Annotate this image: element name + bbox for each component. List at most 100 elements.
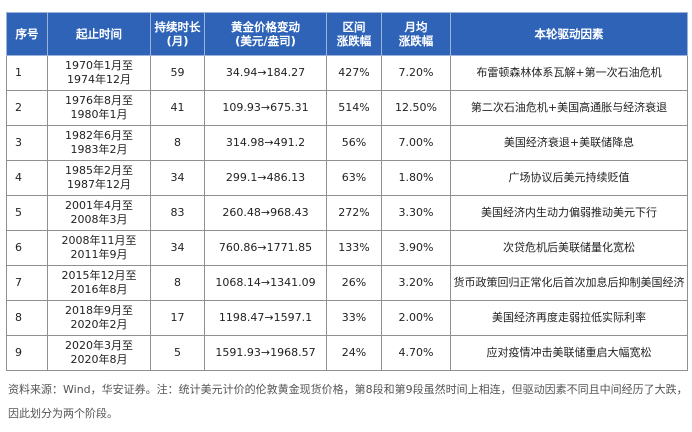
- row-driver: 第二次石油危机+美国高通胀与经济衰退: [450, 90, 688, 126]
- period-start: 2018年9月至: [65, 304, 133, 317]
- table-row: 5 2001年4月至 2008年3月 83 260.48→968.43 272% …: [6, 195, 688, 231]
- row-range: 56%: [326, 125, 382, 161]
- row-months: 41: [150, 90, 205, 126]
- row-period: 1970年1月至 1974年12月: [47, 55, 151, 91]
- row-index: 4: [6, 160, 48, 196]
- row-period: 1982年6月至 1983年2月: [47, 125, 151, 161]
- row-monthly: 7.00%: [381, 125, 451, 161]
- row-price: 34.94→184.27: [204, 55, 327, 91]
- row-range: 33%: [326, 300, 382, 336]
- period-end: 2011年9月: [70, 248, 128, 261]
- period-end: 2020年2月: [70, 318, 128, 331]
- table-row: 4 1985年2月至 1987年12月 34 299.1→486.13 63% 1…: [6, 160, 688, 196]
- row-range: 272%: [326, 195, 382, 231]
- row-index: 1: [6, 55, 48, 91]
- row-range: 63%: [326, 160, 382, 196]
- row-monthly: 3.90%: [381, 230, 451, 266]
- period-start: 2015年12月至: [61, 269, 137, 282]
- row-index: 9: [6, 335, 48, 371]
- row-months: 8: [150, 265, 205, 301]
- period-start: 1985年2月至: [65, 164, 133, 177]
- row-months: 8: [150, 125, 205, 161]
- row-driver: 货币政策回归正常化后首次加息后抑制美国经济: [450, 265, 688, 301]
- period-start: 2020年3月至: [65, 339, 133, 352]
- row-months: 34: [150, 160, 205, 196]
- period-end: 2008年3月: [70, 213, 128, 226]
- period-end: 1980年1月: [70, 108, 128, 121]
- row-period: 2015年12月至 2016年8月: [47, 265, 151, 301]
- table-row: 2 1976年8月至 1980年1月 41 109.93→675.31 514% …: [6, 90, 688, 126]
- row-range: 427%: [326, 55, 382, 91]
- row-price: 260.48→968.43: [204, 195, 327, 231]
- row-monthly: 12.50%: [381, 90, 451, 126]
- row-period: 1976年8月至 1980年1月: [47, 90, 151, 126]
- header-cell-period: 起止时间: [47, 12, 151, 56]
- source-note: 资料来源：Wind，华安证券。注：统计美元计价的伦敦黄金现货价格，第8段和第9段…: [8, 383, 688, 420]
- table-row: 8 2018年9月至 2020年2月 17 1198.47→1597.1 33% …: [6, 300, 688, 336]
- row-monthly: 3.20%: [381, 265, 451, 301]
- row-monthly: 1.80%: [381, 160, 451, 196]
- period-start: 2001年4月至: [65, 199, 133, 212]
- table-row: 3 1982年6月至 1983年2月 8 314.98→491.2 56% 7.0…: [6, 125, 688, 161]
- row-price: 314.98→491.2: [204, 125, 327, 161]
- row-monthly: 7.20%: [381, 55, 451, 91]
- row-price: 1068.14→1341.09: [204, 265, 327, 301]
- period-start: 2008年11月至: [61, 234, 137, 247]
- header-cell-price-change: 黄金价格变动 (美元/盎司): [204, 12, 327, 56]
- table-row: 9 2020年3月至 2020年8月 5 1591.93→1968.57 24% …: [6, 335, 688, 371]
- row-index: 3: [6, 125, 48, 161]
- row-months: 83: [150, 195, 205, 231]
- period-end: 1983年2月: [70, 143, 128, 156]
- row-months: 34: [150, 230, 205, 266]
- row-period: 2020年3月至 2020年8月: [47, 335, 151, 371]
- row-period: 2001年4月至 2008年3月: [47, 195, 151, 231]
- row-driver: 布雷顿森林体系瓦解+第一次石油危机: [450, 55, 688, 91]
- row-period: 2018年9月至 2020年2月: [47, 300, 151, 336]
- row-range: 26%: [326, 265, 382, 301]
- header-row: 序号 起止时间 持续时长 (月) 黄金价格变动 (美元/盎司) 区间 涨跌幅 月均 涨跌…: [6, 12, 688, 56]
- row-range: 514%: [326, 90, 382, 126]
- header-cell-driver: 本轮驱动因素: [450, 12, 688, 56]
- row-index: 6: [6, 230, 48, 266]
- row-monthly: 4.70%: [381, 335, 451, 371]
- header-cell-monthly-change: 月均 涨跌幅: [381, 12, 451, 56]
- header-cell-duration: 持续时长 (月): [150, 12, 205, 56]
- row-price: 299.1→486.13: [204, 160, 327, 196]
- row-index: 7: [6, 265, 48, 301]
- table-row: 1 1970年1月至 1974年12月 59 34.94→184.27 427% …: [6, 55, 688, 91]
- row-price: 760.86→1771.85: [204, 230, 327, 266]
- period-start: 1970年1月至: [65, 59, 133, 72]
- period-start: 1982年6月至: [65, 129, 133, 142]
- period-end: 1987年12月: [67, 178, 131, 191]
- row-index: 8: [6, 300, 48, 336]
- table-row: 6 2008年11月至 2011年9月 34 760.86→1771.85 133…: [6, 230, 688, 266]
- row-price: 1591.93→1968.57: [204, 335, 327, 371]
- row-price: 109.93→675.31: [204, 90, 327, 126]
- period-end: 2016年8月: [70, 283, 128, 296]
- row-driver: 美国经济衰退+美联储降息: [450, 125, 688, 161]
- row-driver: 美国经济内生动力偏弱推动美元下行: [450, 195, 688, 231]
- row-index: 2: [6, 90, 48, 126]
- row-monthly: 3.30%: [381, 195, 451, 231]
- row-monthly: 2.00%: [381, 300, 451, 336]
- row-driver: 次贷危机后美联储量化宽松: [450, 230, 688, 266]
- row-months: 59: [150, 55, 205, 91]
- row-price: 1198.47→1597.1: [204, 300, 327, 336]
- row-range: 133%: [326, 230, 382, 266]
- row-driver: 美国经济再度走弱拉低实际利率: [450, 300, 688, 336]
- row-period: 2008年11月至 2011年9月: [47, 230, 151, 266]
- period-end: 2020年8月: [70, 353, 128, 366]
- header-cell-range-change: 区间 涨跌幅: [326, 12, 382, 56]
- row-index: 5: [6, 195, 48, 231]
- period-end: 1974年12月: [67, 73, 131, 86]
- row-driver: 广场协议后美元持续贬值: [450, 160, 688, 196]
- gold-rally-table: 序号 起止时间 持续时长 (月) 黄金价格变动 (美元/盎司) 区间 涨跌幅 月均 涨跌…: [6, 12, 688, 371]
- row-months: 17: [150, 300, 205, 336]
- row-period: 1985年2月至 1987年12月: [47, 160, 151, 196]
- table-row: 7 2015年12月至 2016年8月 8 1068.14→1341.09 26%…: [6, 265, 688, 301]
- header-cell-index: 序号: [6, 12, 48, 56]
- period-start: 1976年8月至: [65, 94, 133, 107]
- row-driver: 应对疫情冲击美联储重启大幅宽松: [450, 335, 688, 371]
- row-months: 5: [150, 335, 205, 371]
